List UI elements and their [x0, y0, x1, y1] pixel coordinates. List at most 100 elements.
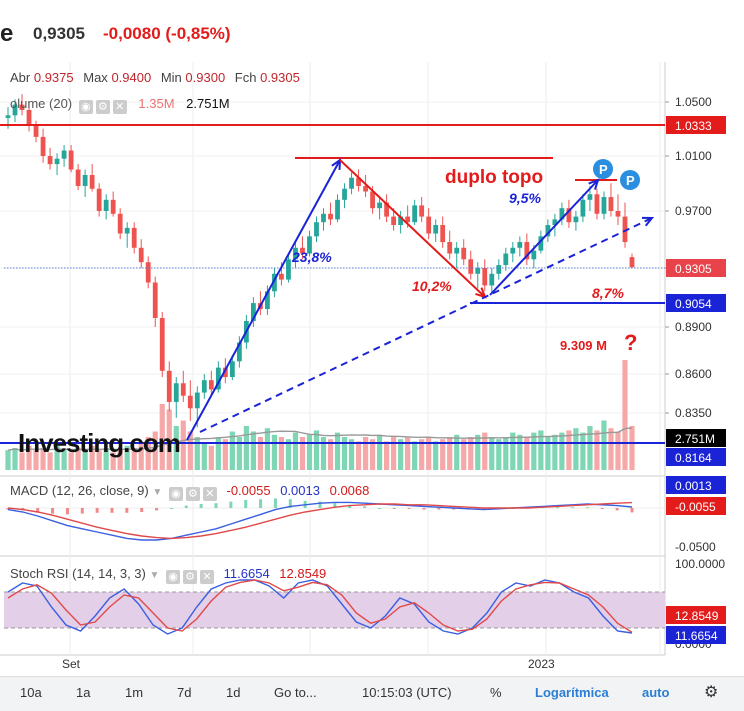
macd-histogram-bar [95, 508, 99, 513]
volume-bar [468, 437, 474, 470]
volume-bar [271, 434, 278, 470]
stoch-d-line [7, 579, 633, 633]
volume-ma-line [7, 427, 633, 451]
ohlc-legend: Abr 0.9375 Max 0.9400 Min 0.9300 Fch 0.9… [10, 70, 306, 85]
pivot-marker [593, 159, 613, 179]
close-icon[interactable]: ✕ [202, 487, 217, 501]
volume-bar [608, 428, 614, 470]
volume-bar [89, 445, 95, 470]
goto-button[interactable]: Go to... [274, 685, 317, 700]
time-axis-label: 2023 [528, 657, 555, 671]
candle-body [405, 216, 411, 223]
volume-bar [419, 439, 425, 470]
macd-histogram-bar [615, 508, 619, 511]
macd-value-2: 0.0013 [280, 483, 320, 498]
duplo-topo-label: duplo topo [445, 167, 543, 188]
macd-histogram-bar [422, 508, 426, 510]
log-scale-toggle[interactable]: Logarítmica [535, 685, 609, 700]
range-1d-button[interactable]: 1d [226, 685, 241, 700]
gear-icon[interactable]: ⚙ [183, 570, 198, 584]
volume-bar [482, 432, 488, 470]
volume-bar [96, 450, 102, 470]
candle-body [370, 191, 375, 209]
candle-body [629, 257, 635, 268]
macd-line [7, 501, 633, 541]
volume-bar [187, 431, 193, 470]
volume-bar [369, 439, 376, 470]
macd-histogram-bar [585, 507, 589, 509]
volume-bar [75, 448, 81, 470]
stoch-label: Stoch RSI (14, 14, 3, 3) [10, 566, 146, 581]
pct-95-label: 9,5% [509, 190, 541, 206]
candle-body [517, 242, 523, 248]
drop-arrow [339, 159, 486, 298]
candle-body [566, 208, 572, 223]
candle-body [54, 158, 60, 165]
eye-icon[interactable]: ◉ [78, 100, 93, 114]
volume-bar [376, 434, 383, 470]
volume-bar [566, 430, 572, 470]
range-1m-button[interactable]: 1m [125, 685, 144, 700]
volume-bar [440, 439, 446, 470]
eye-icon[interactable]: ◉ [168, 487, 183, 501]
volume-bar [26, 445, 32, 470]
gear-icon[interactable]: ⚙ [185, 487, 200, 501]
macd-legend: MACD (12, 26, close, 9) ▼ ◉ ⚙ ✕ -0.0055 0.… [10, 483, 369, 501]
close-icon[interactable]: ✕ [200, 570, 215, 584]
macd-histogram-bar [244, 500, 248, 508]
macd-value-1: -0.0055 [226, 483, 271, 498]
quote-header: e 0,9305 -0,0080 (-0,85%) [0, 0, 744, 62]
pct-102-label: 10,2% [412, 278, 452, 294]
auto-scale-toggle[interactable]: auto [642, 685, 670, 700]
volume-bar [320, 437, 327, 470]
candle-body [468, 259, 474, 274]
volume-bar [82, 450, 88, 470]
macd-histogram-bar [229, 501, 233, 508]
settings-gear-icon[interactable]: ⚙ [704, 684, 719, 701]
range-7d-button[interactable]: 7d [177, 685, 192, 700]
candle-body [419, 205, 425, 217]
candle-body [503, 253, 509, 266]
volume-bar [475, 434, 481, 470]
last-price: 0,9305 [33, 24, 85, 43]
volume-bar [278, 437, 285, 470]
gear-icon[interactable]: ⚙ [95, 100, 110, 114]
chevron-down-icon[interactable]: ▼ [149, 570, 160, 581]
candle-body [454, 247, 460, 254]
volume-bar [391, 437, 397, 470]
time-axis-label: Set [62, 657, 81, 671]
fch-label: Fch [234, 70, 257, 85]
chevron-down-icon[interactable]: ▼ [152, 487, 163, 498]
candle-body [5, 115, 11, 118]
candle-body [349, 177, 354, 189]
volume-bar [19, 452, 25, 470]
volume-bar [341, 437, 348, 470]
candle-body [145, 262, 151, 283]
eye-icon[interactable]: ◉ [166, 570, 181, 584]
percent-toggle[interactable]: % [490, 685, 502, 700]
volume-bar [447, 437, 453, 470]
chart-canvas[interactable]: 1.0500 1.0100 0.9700 0.9300 0.8900 0.8600 0.83… [0, 0, 744, 676]
range-1a-button[interactable]: 1a [76, 685, 91, 700]
pivot-marker [620, 170, 640, 190]
macd-histogram-bar [392, 508, 396, 509]
macd-histogram-bar [140, 508, 144, 512]
candle-body [335, 199, 340, 220]
candle-body [82, 174, 88, 186]
candle-body [250, 303, 256, 321]
volume-bar [398, 439, 404, 470]
candle-body [328, 213, 333, 220]
macd-tag [666, 497, 726, 515]
candle-body [482, 268, 488, 286]
range-10a-button[interactable]: 10a [20, 685, 42, 700]
candle-body [580, 199, 586, 217]
volume-bar [622, 360, 628, 470]
volume-bar [61, 450, 67, 470]
volume-bar [68, 452, 74, 470]
candle-body [489, 273, 495, 286]
candle-body [307, 236, 312, 254]
close-icon[interactable]: ✕ [112, 100, 127, 114]
stoch-band [4, 592, 665, 628]
candle-body [229, 361, 235, 378]
candle-body [531, 250, 537, 260]
